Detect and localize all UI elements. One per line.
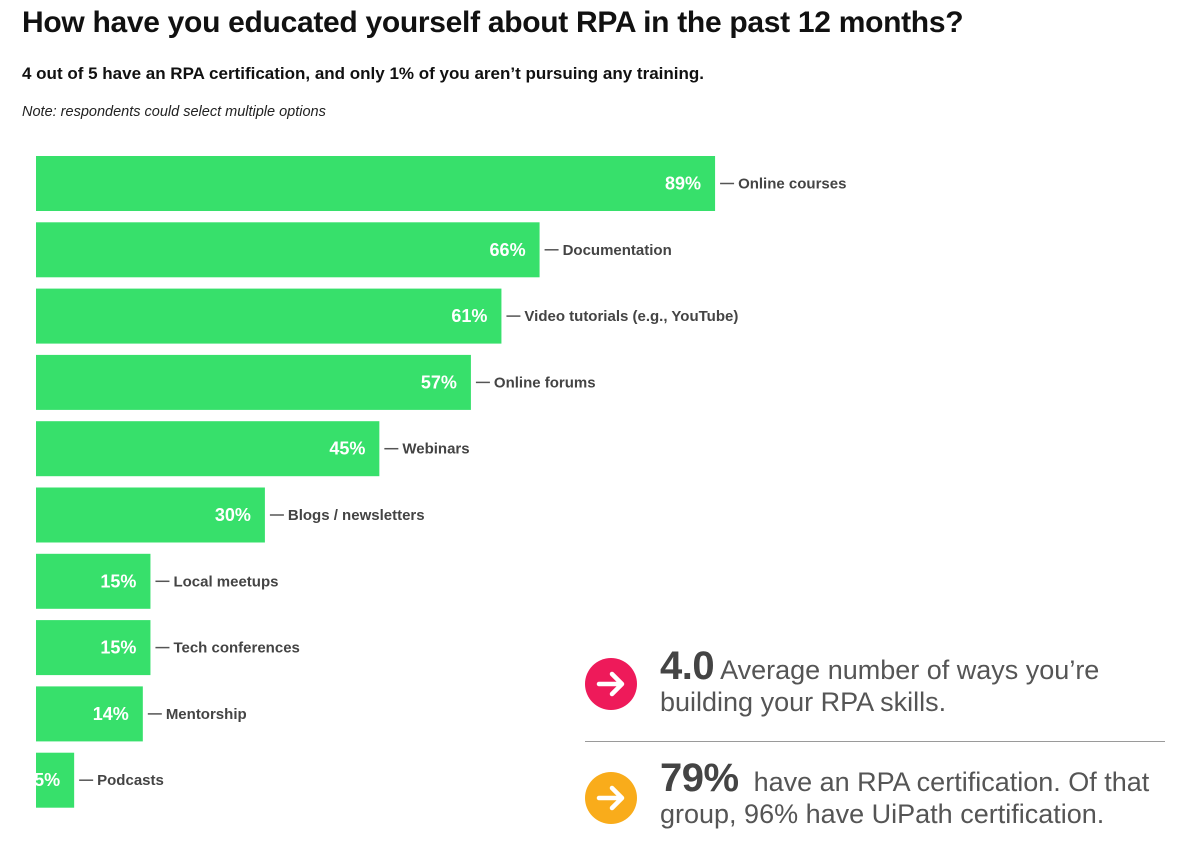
chart-note: Note: respondents could select multiple … — [22, 104, 326, 120]
bar-value-label: 30% — [215, 505, 251, 525]
bar-7 — [36, 620, 151, 676]
bar-8 — [36, 686, 143, 742]
bar-category-label: Online forums — [494, 374, 596, 391]
bar-2 — [36, 288, 502, 344]
bar-0 — [36, 156, 716, 211]
bar-category-label: Podcasts — [97, 772, 164, 789]
stat-description-line2: building your RPA skills. — [660, 687, 947, 717]
chart-title: How have you educated yourself about RPA… — [22, 6, 964, 39]
bar-5 — [36, 487, 265, 543]
bar-value-label: 61% — [451, 306, 487, 326]
stat-description-line1: have an RPA certification. Of that — [753, 767, 1150, 797]
bar-value-label: 15% — [100, 571, 136, 591]
bar-value-label: 14% — [93, 704, 129, 724]
stat-value: 79% — [660, 756, 739, 800]
bar-category-label: Video tutorials (e.g., YouTube) — [524, 308, 738, 325]
bar-value-label: 57% — [421, 372, 457, 392]
stat-badge — [585, 658, 637, 710]
bar-3 — [36, 354, 471, 410]
bar-9 — [36, 752, 75, 808]
bar-4 — [36, 421, 380, 477]
bar-chart: 89% Online courses 66% Documentation 61% Vide… — [34, 156, 846, 808]
bar-6 — [36, 553, 151, 609]
bar-category-label: Mentorship — [166, 706, 247, 723]
bar-value-label: 66% — [490, 240, 526, 260]
bar-value-label: 15% — [100, 638, 136, 658]
arrow-right-icon — [585, 658, 637, 710]
bar-value-label: 89% — [665, 174, 701, 194]
stat-value: 4.0 — [660, 644, 715, 688]
bar-category-label: Blogs / newsletters — [288, 507, 425, 524]
bar-value-label: 5% — [34, 770, 60, 790]
bar-category-label: Webinars — [402, 441, 469, 458]
arrow-right-icon — [585, 772, 637, 824]
stat-text: 79% have an RPA certification. Of that g… — [660, 758, 1170, 830]
bar-category-label: Online courses — [738, 176, 846, 193]
bar-category-label: Local meetups — [173, 573, 278, 590]
stat-description-line1: Average number of ways you’re — [720, 655, 1100, 685]
stat-description-line2: group, 96% have UiPath certification. — [660, 799, 1105, 829]
chart-subtitle: 4 out of 5 have an RPA certification, an… — [22, 64, 704, 83]
stat-text: 4.0 Average number of ways you’re buildi… — [660, 646, 1170, 718]
bar-value-label: 45% — [329, 439, 365, 459]
bar-1 — [36, 222, 540, 278]
stats-divider — [585, 741, 1165, 742]
stat-badge — [585, 772, 637, 824]
bar-category-label: Tech conferences — [173, 640, 299, 657]
bar-category-label: Documentation — [563, 242, 672, 259]
